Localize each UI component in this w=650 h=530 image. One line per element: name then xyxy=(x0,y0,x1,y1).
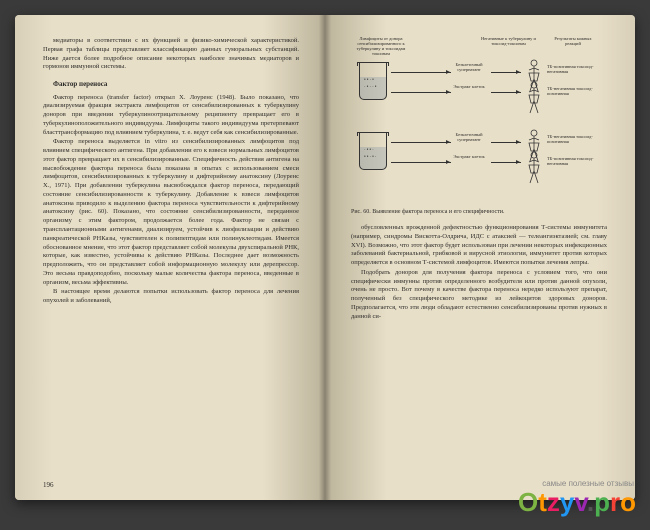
paragraph-2: Фактор переноса выделяется in vitro из с… xyxy=(43,138,299,287)
fig-label-ext1: Экстракт клеток xyxy=(449,85,489,90)
fig-label-sup2: Безклеточный супернатант xyxy=(449,133,489,143)
fig-result-2a: ТБ-негативная токсоид-позитивная xyxy=(547,135,599,145)
paragraph-r1: обусловленных врожденной дефектностью фу… xyxy=(351,224,607,268)
fig-result-1b: ТБ-негативная токсоид-позитивная xyxy=(547,87,599,97)
arrow-icon xyxy=(391,142,451,143)
intro-paragraph: медиаторы в соответствии с их функцией и… xyxy=(43,37,299,72)
fig-result-1a: ТБ-позитивная токсоид-негативная xyxy=(547,65,599,75)
person-icon xyxy=(526,81,542,115)
page-number-left: 196 xyxy=(43,481,54,490)
arrow-icon xyxy=(391,162,451,163)
fig-header-left: Лимфоциты от донора сенсибилизированного… xyxy=(351,37,411,57)
open-book: медиаторы в соответствии с их функцией и… xyxy=(15,15,635,500)
person-icon xyxy=(526,151,542,185)
arrow-icon xyxy=(491,142,521,143)
fig-result-2b: ТБ-позитивная токсоид-негативная xyxy=(547,157,599,167)
beaker-1: ••·•·•··• xyxy=(359,62,387,100)
figure-caption: Рис. 60. Выявление фактора переноса и ег… xyxy=(351,208,607,216)
arrow-icon xyxy=(491,72,521,73)
paragraph-3: В настоящее время делаются попытки испол… xyxy=(43,288,299,306)
paragraph-1: Фактор переноса (transfer factor) открыл… xyxy=(43,94,299,138)
fig-label-sup1: Безклеточный супернатант xyxy=(449,63,489,73)
arrow-icon xyxy=(391,92,451,93)
arrow-icon xyxy=(491,162,521,163)
beaker-2: ·••·••·•· xyxy=(359,132,387,170)
arrow-icon xyxy=(491,92,521,93)
page-right: Лимфоциты от донора сенсибилизированного… xyxy=(325,15,635,500)
paragraph-r2: Подобрать доноров для получения фактора … xyxy=(351,269,607,322)
arrow-icon xyxy=(391,72,451,73)
fig-header-mid: Негативные к туберкулину и токсоид-токси… xyxy=(481,37,536,47)
figure-60: Лимфоциты от донора сенсибилизированного… xyxy=(351,37,607,202)
section-heading: Фактор переноса xyxy=(43,80,299,89)
fig-header-right: Результаты кожных реакций xyxy=(549,37,597,47)
page-left: медиаторы в соответствии с их функцией и… xyxy=(15,15,325,500)
fig-label-ext2: Экстракт клеток xyxy=(449,155,489,160)
watermark-subtitle: самые полезные отзывы xyxy=(542,479,634,488)
